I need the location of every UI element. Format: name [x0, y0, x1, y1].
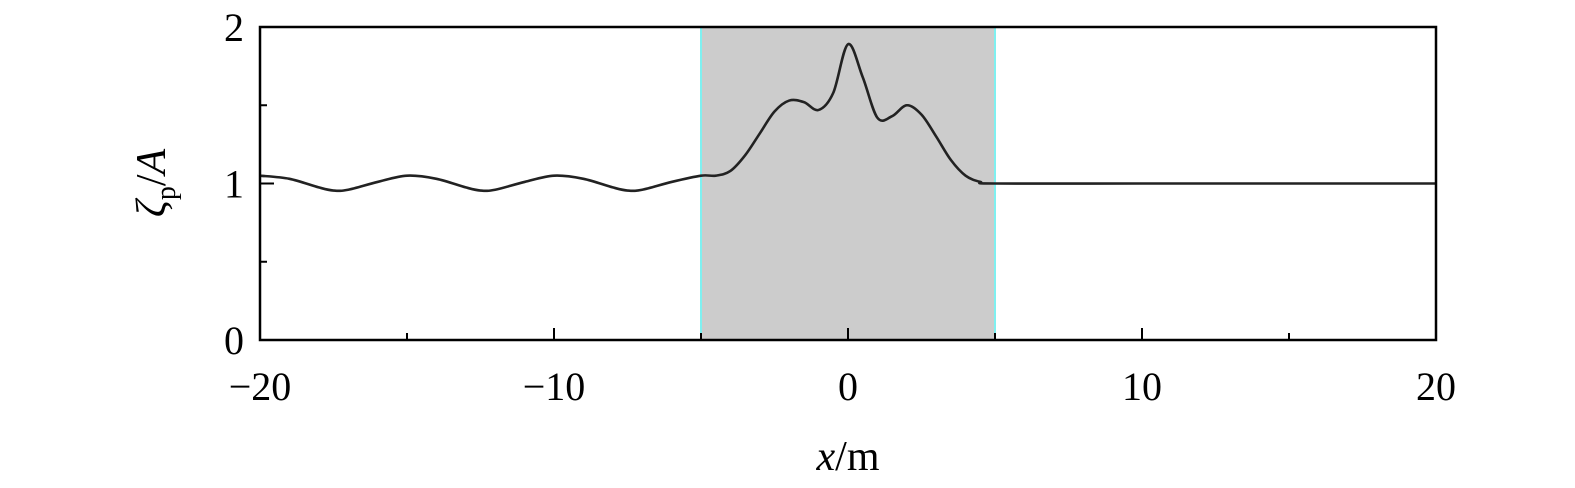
x-tick-label: −20: [229, 364, 292, 409]
x-tick-label: 0: [838, 364, 858, 409]
y-tick-label: 1: [224, 162, 244, 207]
x-tick-label: −10: [523, 364, 586, 409]
tick-labels: −20 −10 0 10 20 0 1 2: [224, 5, 1456, 409]
x-tick-label: 10: [1122, 364, 1162, 409]
x-axis-label: x/m: [816, 434, 880, 480]
x-tick-label: 20: [1416, 364, 1456, 409]
tick-marks: [260, 104, 1290, 340]
y-axis-label: ζp/A: [129, 148, 182, 217]
shaded-region: [701, 27, 995, 340]
y-tick-label: 2: [224, 5, 244, 50]
elevation-line: [259, 42, 1436, 193]
y-tick-label: 0: [224, 318, 244, 363]
